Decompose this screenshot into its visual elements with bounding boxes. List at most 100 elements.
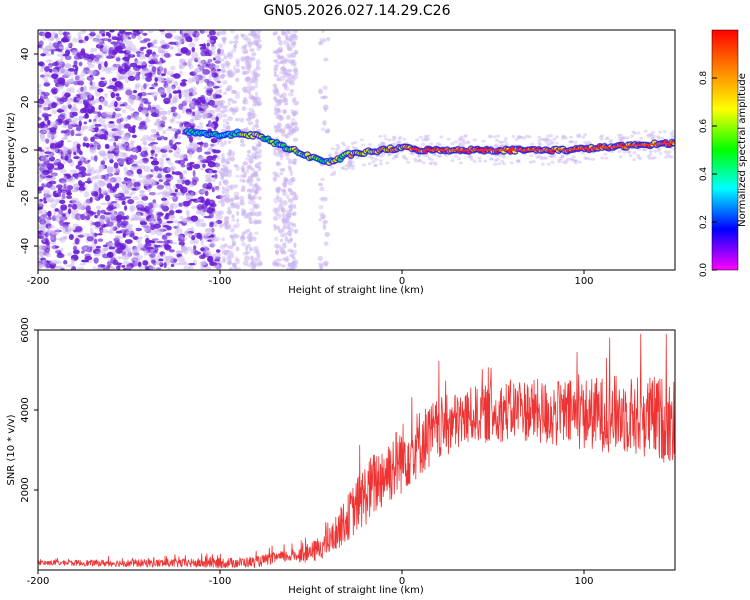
spectrogram-point [78,61,83,67]
spectrogram-point [192,163,201,169]
spectrogram-point [245,55,251,61]
colorbar-tick-label: 0.4 [699,167,709,182]
spectrogram-point [282,232,288,236]
spectrogram-point [72,37,78,43]
spectrogram-point [222,105,229,109]
spectrogram-point [516,159,521,163]
spectrogram-point [175,120,184,124]
spectrogram-point [50,147,55,153]
spectrogram-point [148,240,155,243]
spectrogram-point [104,92,108,99]
spectrogram-point [289,81,295,86]
spectrogram-point [40,163,48,167]
spectrogram-point [204,30,210,34]
spectrogram-point [162,224,170,228]
spectrogram-point [156,137,163,141]
spectrogram-point [323,38,327,43]
spectrogram-point [292,204,297,210]
spectrogram-point [44,66,50,72]
spectrogram-point [63,133,69,138]
spectrogram-point [106,55,114,59]
spectrogram-point [56,237,65,241]
spectrogram-point [98,187,102,194]
spectrogram-point [181,245,188,252]
spectrogram-point [196,232,202,239]
spectrogram-point [247,199,252,205]
spectrogram-point [551,154,556,158]
spectrogram-point [223,158,229,164]
spectrogram-point [41,209,47,216]
spectrogram-point [549,134,554,138]
spectrogram-point [253,245,259,251]
spectrogram-point [560,155,565,159]
spectrogram-point [142,157,149,164]
spectrogram-point [272,31,278,36]
spectrogram-point [99,153,107,157]
spectrogram-point [163,136,168,141]
spectrogram-point [67,123,73,130]
spectrogram-point [176,179,184,183]
spectrogram-point [178,259,187,265]
spectrogram-point [130,140,135,145]
spectrogram-point [224,224,229,230]
spectrogram-point [108,90,112,94]
spectrogram-point [60,194,67,200]
spectrogram-point [469,157,474,161]
spectrogram-point [162,129,167,135]
spectrogram-point [147,104,152,111]
spectrogram-point [159,252,164,257]
spectrogram-point [184,97,188,104]
spectrogram-point [129,233,135,238]
spectrogram-point [156,212,164,217]
spectrogram-point [546,143,551,147]
spectrogram-point [46,163,55,170]
spectrogram-point [153,39,158,45]
spectrogram-point [42,259,47,263]
spectrogram-point [67,34,72,40]
spectrogram-point [161,80,168,84]
spectrogram-point [190,191,194,198]
spectrogram-point [118,123,122,130]
spectrogram-point [558,157,563,161]
spectrogram-point [196,204,204,211]
spectrogram-point [421,161,426,165]
spectrogram-point [423,135,428,139]
spectrogram-point [665,152,670,156]
spectrogram-point [38,61,44,67]
spectrogram-point [135,227,142,232]
spectrogram-point [216,68,222,72]
spectrogram-point [332,172,337,176]
spectrogram-point [59,199,66,204]
spectrogram-point [281,218,285,225]
spectrogram-point [446,137,451,141]
spectrogram-point [110,212,118,217]
spectrogram-point [608,139,613,143]
spectrogram-point [91,176,98,180]
snr-series-line [38,333,675,569]
spectrogram-point [168,93,173,100]
spectrogram-point [127,75,136,81]
spectrogram-point [222,113,228,118]
spectrogram-point [116,167,121,172]
spectrogram-point [291,176,296,183]
spectrogram-point [124,104,132,110]
spectrogram-point [408,151,413,155]
spectrogram-point [500,159,505,163]
spectrogram-point [293,68,298,73]
spectrogram-point [566,157,571,161]
spectrogram-point [195,31,200,38]
spectrogram-point [143,165,151,173]
spectrogram-point [502,155,507,159]
spectrogram-point [108,246,116,250]
spectrogram-point [245,36,251,43]
spectrogram-point [91,190,99,197]
spectrogram-point [580,151,585,155]
spectrogram-point [235,204,241,210]
spectrogram-point [180,153,187,159]
spectrogram-point [132,48,139,53]
spectrogram-point [52,62,59,67]
spectrogram-point [60,55,64,60]
spectrogram-point [200,260,208,266]
spectrogram-point [246,177,251,183]
spectrogram-point [221,152,225,159]
